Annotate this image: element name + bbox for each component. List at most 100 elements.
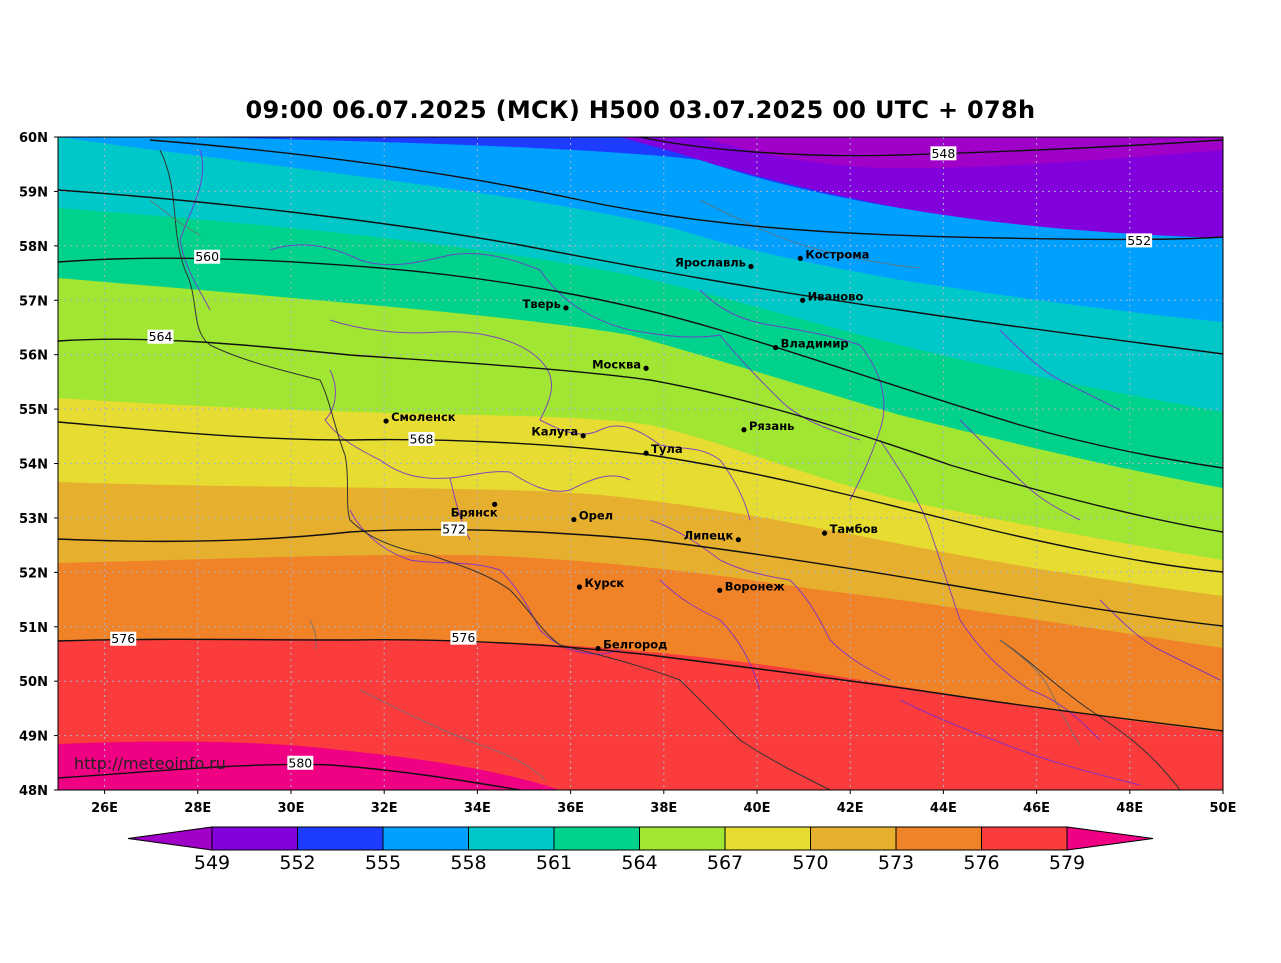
lon-tick-label: 28E	[184, 801, 211, 816]
lon-tick-label: 34E	[464, 801, 491, 816]
credit-text: http://meteoinfo.ru	[74, 754, 226, 773]
city-label-kaluga: Калуга	[531, 425, 578, 439]
contour-label-560: 560	[194, 249, 221, 264]
city-dot-tver	[563, 305, 569, 311]
contour-label-bg	[110, 631, 137, 646]
city-dot-lipetsk	[735, 537, 741, 543]
lon-tick-label: 36E	[557, 801, 584, 816]
contour-label-bg	[287, 755, 314, 770]
city-markers: Кострома Ярославль Иваново Тверь Владимир Мос…	[383, 247, 878, 652]
colorbar-label: 555	[365, 852, 401, 874]
city-dot-bryansk	[492, 501, 498, 507]
colorbar-segment	[211, 826, 298, 851]
contour-label-564: 564	[147, 329, 174, 344]
lon-tick-label: 48E	[1116, 801, 1143, 816]
city-label-vladimir: Владимир	[781, 337, 849, 351]
city-dot-belgorod	[595, 645, 601, 652]
city-dot-moskva	[643, 365, 649, 371]
contour-label-text: 564	[149, 329, 173, 344]
city-dot-kostroma	[797, 255, 803, 261]
map-title: 09:00 06.07.2025 (МСК) H500 03.07.2025 0…	[245, 96, 1036, 124]
contour-576	[58, 638, 1223, 732]
colorbar-label: 567	[707, 852, 743, 874]
colorbar-segment	[297, 826, 384, 851]
city-label-orel: Орел	[579, 509, 613, 523]
colorbar-label: 576	[963, 852, 999, 874]
colorbar-segment	[639, 826, 726, 851]
contour-568	[58, 421, 1223, 573]
contour-lines	[58, 137, 1223, 790]
colorbar-label: 549	[194, 852, 230, 874]
colorbar-label: 561	[536, 852, 572, 874]
rivers	[149, 199, 1081, 781]
contour-label-bg	[1126, 233, 1153, 248]
lon-tick-label: 38E	[650, 801, 677, 816]
colorbar-extend-low	[127, 826, 213, 851]
lat-tick-label: 56N	[19, 349, 48, 364]
contour-label-552: 552	[1126, 233, 1153, 248]
colorbar-label: 573	[878, 852, 914, 874]
city-label-yaroslavl: Ярославль	[675, 256, 746, 270]
city-dot-smolensk	[383, 418, 389, 424]
colorbar-segment	[468, 826, 555, 851]
axis-ticks: 26E 28E 30E 32E 34E 36E 38E 40E 42E 44E 46E 48E 50E 6…	[19, 131, 1236, 816]
city-label-kursk: Курск	[584, 576, 624, 590]
lat-tick-label: 58N	[19, 240, 48, 255]
colorbar-segment	[895, 826, 982, 851]
colorbar-segment	[382, 826, 469, 851]
lat-tick-label: 59N	[19, 185, 48, 200]
city-label-bryansk: Брянск	[451, 505, 498, 519]
lon-tick-label: 32E	[371, 801, 398, 816]
lon-tick-label: 26E	[91, 801, 118, 816]
city-label-tver: Тверь	[523, 297, 561, 311]
contour-label-text: 548	[931, 146, 955, 161]
city-label-tambov: Тамбов	[830, 522, 878, 536]
colorbar-segment	[981, 826, 1068, 851]
graticule	[58, 137, 1223, 790]
contour-label-572: 572	[441, 521, 468, 536]
contour-label-text: 572	[442, 521, 466, 536]
contour-label-bg	[147, 329, 174, 344]
colorbar-label: 570	[792, 852, 828, 874]
contour-label-bg	[194, 249, 221, 264]
contour-556	[58, 189, 1223, 355]
city-dot-tula	[643, 450, 649, 456]
city-label-moskva: Москва	[592, 357, 641, 371]
region-borders	[179, 149, 1221, 786]
lat-tick-label: 54N	[19, 458, 48, 473]
lat-tick-label: 49N	[19, 730, 48, 745]
lat-tick-label: 51N	[19, 621, 48, 636]
colorbar-label: 558	[450, 852, 486, 874]
contour-label-bg	[441, 521, 468, 536]
lat-tick-label: 53N	[19, 512, 48, 527]
colorbar-segment	[810, 826, 897, 851]
lon-tick-label: 40E	[744, 801, 771, 816]
lon-tick-label: 46E	[1023, 801, 1050, 816]
contour-label-548: 548	[930, 146, 957, 161]
contour-label-text: 552	[1127, 233, 1151, 248]
lon-tick-label: 42E	[837, 801, 864, 816]
height-field	[58, 137, 1223, 790]
contour-label-text: 576	[111, 631, 135, 646]
country-borders	[159, 149, 1181, 790]
city-dot-kaluga	[580, 433, 586, 439]
colorbar-segment	[553, 826, 640, 851]
contour-label-bg	[930, 146, 957, 161]
lon-tick-label: 30E	[278, 801, 305, 816]
city-dot-kursk	[576, 584, 583, 590]
city-label-smolensk: Смоленск	[391, 410, 456, 424]
city-label-belgorod: Белгород	[603, 638, 667, 652]
colorbar-segment	[724, 826, 811, 851]
contour-label-576: 576	[450, 630, 477, 645]
lat-tick-label: 50N	[19, 675, 48, 690]
lon-tick-label: 44E	[930, 801, 957, 816]
lat-tick-label: 57N	[19, 294, 48, 309]
contour-label-568: 568	[408, 432, 435, 447]
contour-552	[149, 139, 1223, 241]
contour-572	[58, 528, 1223, 627]
city-dot-tambov	[821, 530, 828, 536]
city-label-lipetsk: Липецк	[684, 529, 734, 543]
contour-label-text: 580	[288, 755, 312, 770]
contour-564	[58, 338, 1223, 533]
